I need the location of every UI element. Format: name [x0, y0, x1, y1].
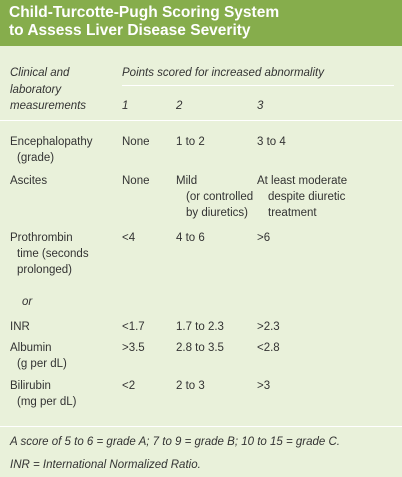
row-label: Bilirubin — [10, 380, 51, 392]
row-label: INR — [10, 321, 30, 333]
title: Child-Turcotte-Pugh Scoring System — [9, 4, 280, 21]
column-header: laboratory — [10, 83, 62, 96]
row-label: prolonged) — [17, 264, 72, 276]
cell: 3 to 4 — [257, 136, 286, 148]
cell: 2 to 3 — [176, 380, 205, 392]
cell: >3 — [257, 380, 271, 392]
cell: >6 — [257, 232, 271, 244]
cell: None — [122, 175, 150, 187]
rule — [122, 85, 394, 86]
title: to Assess Liver Disease Severity — [9, 22, 251, 39]
cell: >2.3 — [257, 321, 280, 333]
footnote: INR = International Normalized Ratio. — [10, 459, 201, 471]
row-label: Encephalopathy — [10, 136, 93, 148]
cell: despite diuretic — [268, 191, 346, 203]
column-header: measurements — [10, 100, 87, 112]
row-label: time (seconds — [17, 248, 89, 260]
cell: Mild — [176, 175, 198, 187]
cell: 1 to 2 — [176, 136, 205, 148]
footnote: A score of 5 to 6 = grade A; 7 to 9 = gr… — [10, 436, 340, 448]
row-label: (mg per dL) — [17, 396, 77, 408]
cell: >3.5 — [122, 342, 145, 354]
separator: or — [22, 296, 33, 308]
row-label: Prothrombin — [10, 232, 73, 244]
cell: <2.8 — [257, 342, 280, 354]
cell: 4 to 6 — [176, 232, 205, 244]
column-header: Points scored for increased abnormality — [122, 67, 324, 79]
rule — [0, 426, 402, 427]
cell: <4 — [122, 232, 136, 244]
column-header: 3 — [257, 100, 264, 112]
row-label: (g per dL) — [17, 358, 67, 370]
cell: 2.8 to 3.5 — [176, 342, 224, 354]
cell: treatment — [268, 207, 317, 219]
cell: <1.7 — [122, 321, 145, 333]
cell: 1.7 to 2.3 — [176, 321, 224, 333]
column-header: 2 — [176, 100, 183, 112]
title-band — [0, 0, 402, 46]
row-label: Ascites — [10, 175, 48, 187]
row-label: Albumin — [10, 342, 52, 354]
cell: by diuretics) — [186, 207, 248, 219]
row-label: (grade) — [17, 152, 55, 164]
cell: <2 — [122, 380, 136, 392]
rule — [0, 120, 402, 121]
cell: None — [122, 136, 150, 148]
cell: At least moderate — [257, 175, 348, 187]
column-header: Clinical and — [10, 67, 70, 79]
column-header: 1 — [122, 100, 129, 112]
cell: (or controlled — [186, 191, 254, 203]
